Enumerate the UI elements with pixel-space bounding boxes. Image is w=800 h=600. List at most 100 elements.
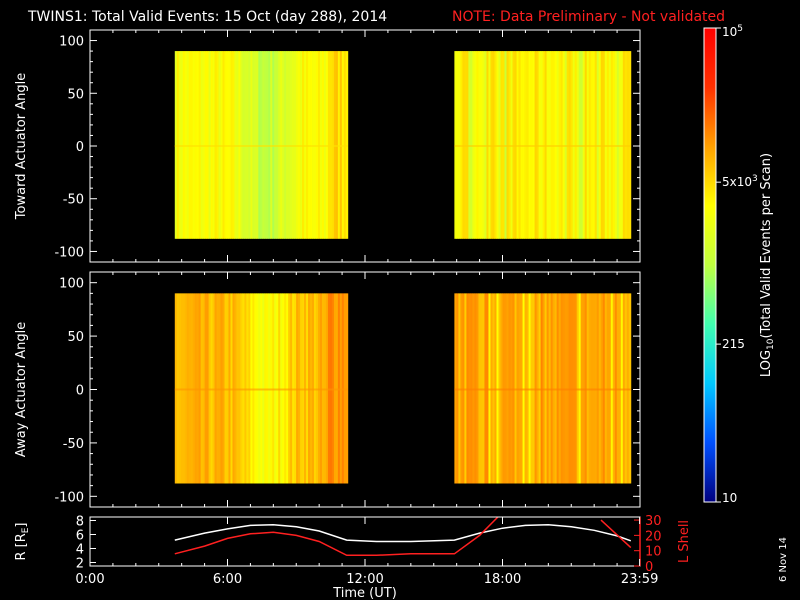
y-right-tick-label: 20: [645, 529, 662, 544]
heatmap-column: [512, 293, 515, 484]
heatmap-column: [618, 293, 622, 484]
colorbar: 10 215 5x103 105 LOG10(Total Valid Events pe…: [703, 24, 776, 505]
heatmap-column: [226, 51, 229, 239]
heatmap-column: [584, 51, 588, 239]
heatmap-column: [562, 293, 566, 484]
heatmap-column: [246, 51, 249, 239]
heatmap-column: [308, 293, 311, 484]
heatmap-column: [256, 293, 259, 484]
heatmap-column: [256, 51, 259, 239]
heatmap-column: [586, 51, 590, 239]
heatmap-column: [188, 293, 192, 484]
y-axis-title: Toward Actuator Angle: [14, 73, 29, 220]
heatmap-column: [194, 51, 198, 239]
heatmap-column: [592, 293, 596, 484]
heatmap-column: [500, 51, 503, 239]
heatmap-column: [534, 51, 537, 239]
x-tick-label: 0:00: [75, 572, 104, 587]
heatmap-column: [490, 51, 493, 239]
heatmap-column: [538, 51, 541, 239]
heatmap-column: [502, 293, 505, 484]
y-tick-label: -100: [54, 490, 84, 505]
heatmap-column: [606, 51, 610, 239]
heatmap-column: [468, 51, 471, 239]
heatmap-column: [337, 293, 341, 484]
heatmap-column: [294, 293, 297, 484]
heatmap-column: [294, 51, 297, 239]
heatmap-column: [490, 293, 493, 484]
heatmap-column: [606, 293, 610, 484]
heatmap-column: [204, 51, 208, 239]
heatmap-column: [564, 293, 568, 484]
heatmap-column: [302, 51, 305, 239]
heatmap-column: [329, 51, 333, 239]
heatmap-column: [596, 293, 600, 484]
heatmap-column: [190, 51, 194, 239]
heatmap-column: [286, 51, 289, 239]
heatmap-column: [220, 293, 223, 484]
heatmap-column: [498, 293, 501, 484]
heatmap-column: [280, 293, 283, 484]
heatmap-column: [250, 51, 253, 239]
heatmap-column: [618, 51, 622, 239]
heatmap-column: [558, 51, 562, 239]
heatmap-column: [300, 51, 303, 239]
heatmap-column: [462, 51, 465, 239]
heatmap-column: [274, 293, 277, 484]
heatmap-column: [522, 51, 525, 239]
heatmap-column: [278, 293, 281, 484]
heatmap-column: [568, 293, 572, 484]
heatmap-column: [236, 51, 239, 239]
heatmap-column: [510, 51, 513, 239]
heatmap-column: [230, 293, 233, 484]
heatmap-column: [464, 51, 467, 239]
heatmap-column: [196, 51, 200, 239]
heatmap-column: [472, 293, 475, 484]
heatmap-column: [458, 293, 461, 484]
heatmap-column: [518, 293, 521, 484]
heatmap-column: [192, 293, 196, 484]
heatmap-column: [464, 293, 467, 484]
heatmap-column: [498, 51, 501, 239]
heatmap-column: [456, 293, 459, 484]
heatmap-column: [310, 51, 313, 239]
heatmap-column: [232, 51, 235, 239]
heatmap-column: [610, 51, 614, 239]
heatmap-column: [317, 51, 321, 239]
x-tick-label: 6:00: [213, 572, 242, 587]
heatmap-column: [508, 293, 511, 484]
heatmap-column: [286, 293, 289, 484]
heatmap-column: [315, 51, 319, 239]
heatmap-column: [612, 293, 616, 484]
heatmap-column: [230, 51, 233, 239]
heatmap-column: [576, 293, 580, 484]
heatmap-column: [592, 51, 596, 239]
heatmap-column: [216, 293, 219, 484]
heatmap-column: [532, 51, 535, 239]
heatmap-column: [542, 51, 546, 239]
heatmap-column: [468, 293, 471, 484]
heatmap-column: [310, 293, 313, 484]
heatmap-column: [258, 51, 261, 239]
heatmap-column: [608, 293, 612, 484]
heatmap-column: [526, 51, 529, 239]
heatmap-column: [238, 293, 241, 484]
heatmap-column: [284, 51, 287, 239]
heatmap-column: [270, 293, 273, 484]
heatmap-column: [572, 51, 576, 239]
heatmap-column: [488, 51, 491, 239]
heatmap-column: [202, 51, 206, 239]
heatmap-column: [319, 293, 323, 484]
heatmap-column: [222, 293, 225, 484]
heatmap-column: [282, 51, 285, 239]
heatmap-column: [476, 51, 479, 239]
heatmap-column: [624, 293, 628, 484]
heatmap-column: [184, 51, 188, 239]
heatmap-column: [544, 51, 548, 239]
heatmap-column: [496, 293, 499, 484]
heatmap-column: [335, 51, 339, 239]
heatmap-column: [210, 51, 213, 239]
heatmap-column: [262, 293, 265, 484]
heatmap-column: [486, 51, 489, 239]
heatmap-column: [474, 293, 477, 484]
